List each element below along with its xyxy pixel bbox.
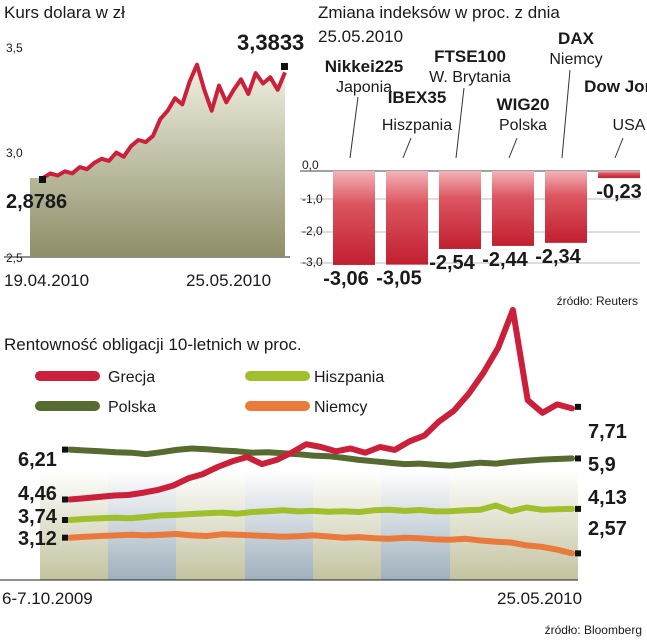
bonds-start-date: 6-7.10.2009: [2, 589, 93, 608]
bar-country-wig20: Polska: [499, 117, 547, 134]
bonds-markers: [62, 403, 581, 557]
bar-name-ibex35: IBEX35: [388, 88, 447, 107]
bonds-line-niemcy: [67, 531, 575, 557]
bonds-end-polska: 5,9: [588, 454, 616, 476]
legend-label-grecja: Grecja: [108, 369, 155, 386]
legend-label-niemcy: Niemcy: [314, 399, 367, 416]
bar-dow-jones: [598, 171, 640, 179]
bonds-end-grecja: 7,71: [588, 421, 627, 443]
usd-start-date: 19.04.2010: [4, 271, 89, 290]
indices-ytick-0: 0,0: [302, 158, 319, 172]
indices-ytick-2: -2,0: [302, 224, 323, 238]
bar-value-dow-jones: -0,23: [596, 181, 642, 203]
usd-chart: Kurs dolara w zł 3,5 3,0 2,5 2,8786 3,38…: [4, 3, 304, 290]
bonds-start-marker-polska: [62, 446, 68, 453]
bar-country-dow-jones: USA: [613, 117, 646, 134]
bonds-band-6: [381, 470, 450, 580]
bonds-background-bands: [40, 470, 578, 580]
bar-leader-wig20: [508, 137, 518, 159]
indices-bars: [333, 171, 640, 265]
bonds-band-1: [40, 470, 108, 580]
indices-chart: Zmiana indeksów w proc. z dnia 25.05.201…: [300, 3, 647, 308]
usd-end-value: 3,3833: [237, 30, 304, 55]
bar-ibex35: [386, 171, 428, 265]
usd-ytick-2-5: 2,5: [6, 251, 23, 265]
indices-source: źródło: Reuters: [557, 294, 638, 308]
usd-start-marker: [39, 176, 46, 183]
bonds-line-grecja: [67, 306, 575, 503]
bar-value-ftse100: -2,54: [429, 252, 475, 274]
bar-name-ftse100: FTSE100: [434, 47, 506, 66]
bar-leader-ibex35: [402, 137, 412, 159]
bar-name-dow-jones: Dow Jones: [584, 77, 647, 96]
bonds-end-marker-niemcy: [575, 550, 581, 557]
bonds-start-niemcy: 3,12: [18, 528, 57, 550]
usd-line: [41, 62, 287, 180]
bar-name-nikkei225: Nikkei225: [325, 57, 403, 76]
legend-label-polska: Polska: [108, 399, 156, 416]
usd-end-marker: [281, 63, 288, 70]
bar-dax: [545, 171, 587, 243]
bar-name-dax: DAX: [558, 29, 595, 48]
bonds-title: Rentowność obligacji 10-letnich w proc.: [4, 335, 302, 354]
bonds-lines: [67, 306, 575, 557]
bar-value-dax: -2,34: [535, 246, 581, 268]
bonds-legend: Grecja Hiszpania Polska Niemcy: [35, 369, 384, 416]
bonds-band-4: [245, 470, 313, 580]
bar-leader-dow-jones: [614, 137, 624, 159]
bar-country-dax: Niemcy: [549, 51, 602, 68]
bonds-band-7: [450, 470, 518, 580]
usd-area: [30, 64, 285, 257]
bonds-end-date: 25.05.2010: [497, 589, 582, 608]
indices-title-line1: Zmiana indeksów w proc. z dnia: [318, 3, 560, 22]
bar-leader-ftse100: [455, 87, 465, 159]
bar-country-nikkei225: Japonia: [336, 79, 392, 96]
usd-start-value: 2,8786: [6, 191, 67, 213]
bar-value-wig20: -2,44: [482, 249, 528, 271]
bonds-band-8: [518, 470, 578, 580]
bonds-start-hiszpania: 3,74: [18, 506, 58, 528]
bar-value-ibex35: -3,05: [376, 268, 422, 290]
bonds-line-polska: [67, 445, 575, 469]
bonds-start-grecja: 4,46: [18, 483, 57, 505]
indices-ytick-3: -3,0: [302, 255, 323, 269]
bonds-end-hiszpania: 4,13: [588, 487, 627, 509]
bonds-start-polska: 6,21: [18, 449, 57, 471]
legend-label-hiszpania: Hiszpania: [314, 369, 384, 386]
indices-category-labels: -3,06 Nikkei225 Japonia -3,05 IBEX35 Hiszpani…: [323, 29, 647, 290]
bonds-source: źródło: Bloomberg: [545, 623, 642, 637]
bonds-band-5: [313, 470, 381, 580]
indices-ytick-1: -1,0: [302, 192, 323, 206]
bar-ftse100: [439, 171, 481, 249]
usd-ytick-3-5: 3,5: [6, 41, 23, 55]
bar-nikkei225: [333, 171, 375, 265]
bonds-start-marker-grecja: [62, 496, 68, 503]
bonds-end-marker-polska: [575, 455, 581, 462]
bonds-band-3: [176, 470, 245, 580]
bonds-end-marker-hiszpania: [575, 505, 581, 512]
bar-country-ftse100: W. Brytania: [429, 69, 511, 86]
bonds-start-marker-hiszpania: [62, 517, 68, 523]
bar-name-wig20: WIG20: [497, 95, 550, 114]
bonds-start-marker-niemcy: [62, 534, 68, 541]
bonds-chart: Rentowność obligacji 10-letnich w proc. …: [0, 306, 642, 637]
bar-leader-dax: [561, 69, 571, 159]
bonds-end-niemcy: 2,57: [588, 518, 627, 540]
bonds-line-hiszpania: [67, 502, 575, 523]
bar-value-nikkei225: -3,06: [323, 268, 369, 290]
bar-country-ibex35: Hiszpania: [382, 117, 452, 134]
bar-leader-nikkei225: [349, 96, 359, 159]
bar-wig20: [492, 171, 534, 246]
usd-end-date: 25.05.2010: [186, 271, 271, 290]
usd-ytick-3-0: 3,0: [6, 146, 23, 160]
bonds-end-marker-grecja: [575, 403, 581, 410]
usd-chart-title: Kurs dolara w zł: [4, 3, 125, 22]
indices-title-line2: 25.05.2010: [318, 27, 403, 46]
